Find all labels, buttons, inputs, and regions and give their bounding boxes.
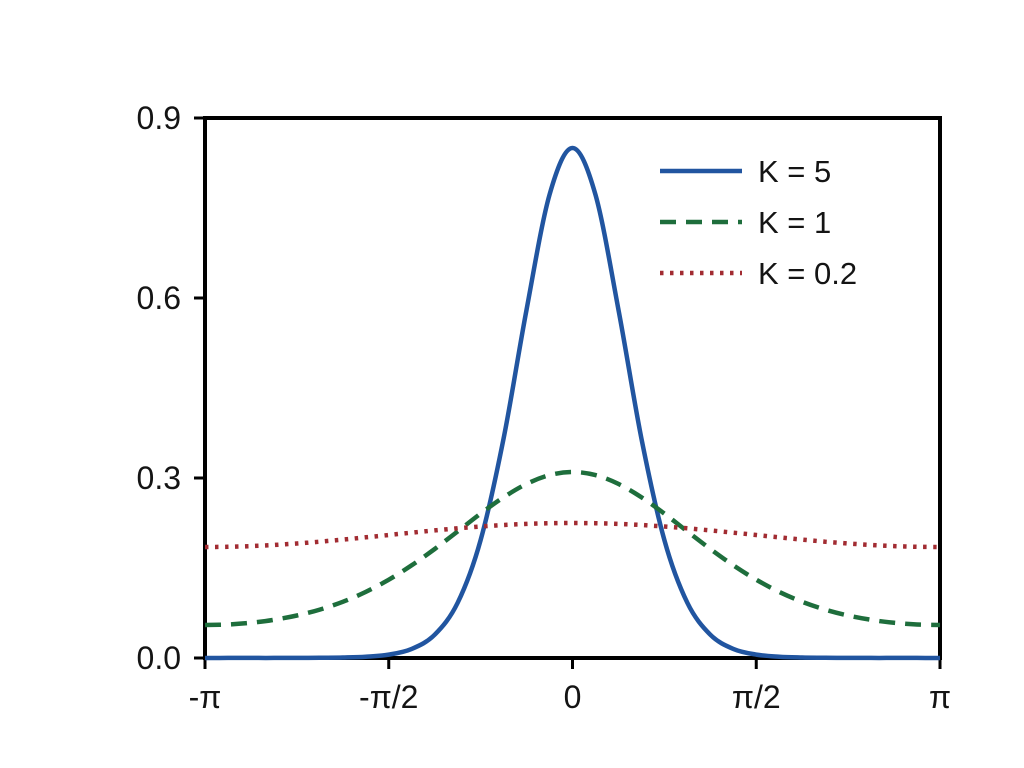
- y-axis-tick-label: 0.0: [137, 640, 181, 676]
- x-axis-tick-label: -π/2: [359, 679, 418, 715]
- series-line-1: [204, 469, 941, 628]
- x-axis-tick-label: π/2: [732, 679, 781, 715]
- x-axis-tick-label: -π: [189, 679, 222, 715]
- y-axis-tick-label: 0.9: [137, 100, 181, 136]
- axis-box: [203, 116, 942, 660]
- y-axis-tick-label: 0.6: [137, 280, 181, 316]
- legend-label-0: K = 5: [758, 154, 831, 189]
- series-line-2: [204, 520, 941, 550]
- x-axis-tick-label: 0: [564, 679, 582, 715]
- legend-label-1: K = 1: [758, 205, 831, 240]
- series-line-0: [204, 145, 941, 661]
- y-axis-tick-label: 0.3: [137, 460, 181, 496]
- legend-label-2: K = 0.2: [758, 256, 857, 291]
- x-axis-tick-label: π: [929, 679, 951, 715]
